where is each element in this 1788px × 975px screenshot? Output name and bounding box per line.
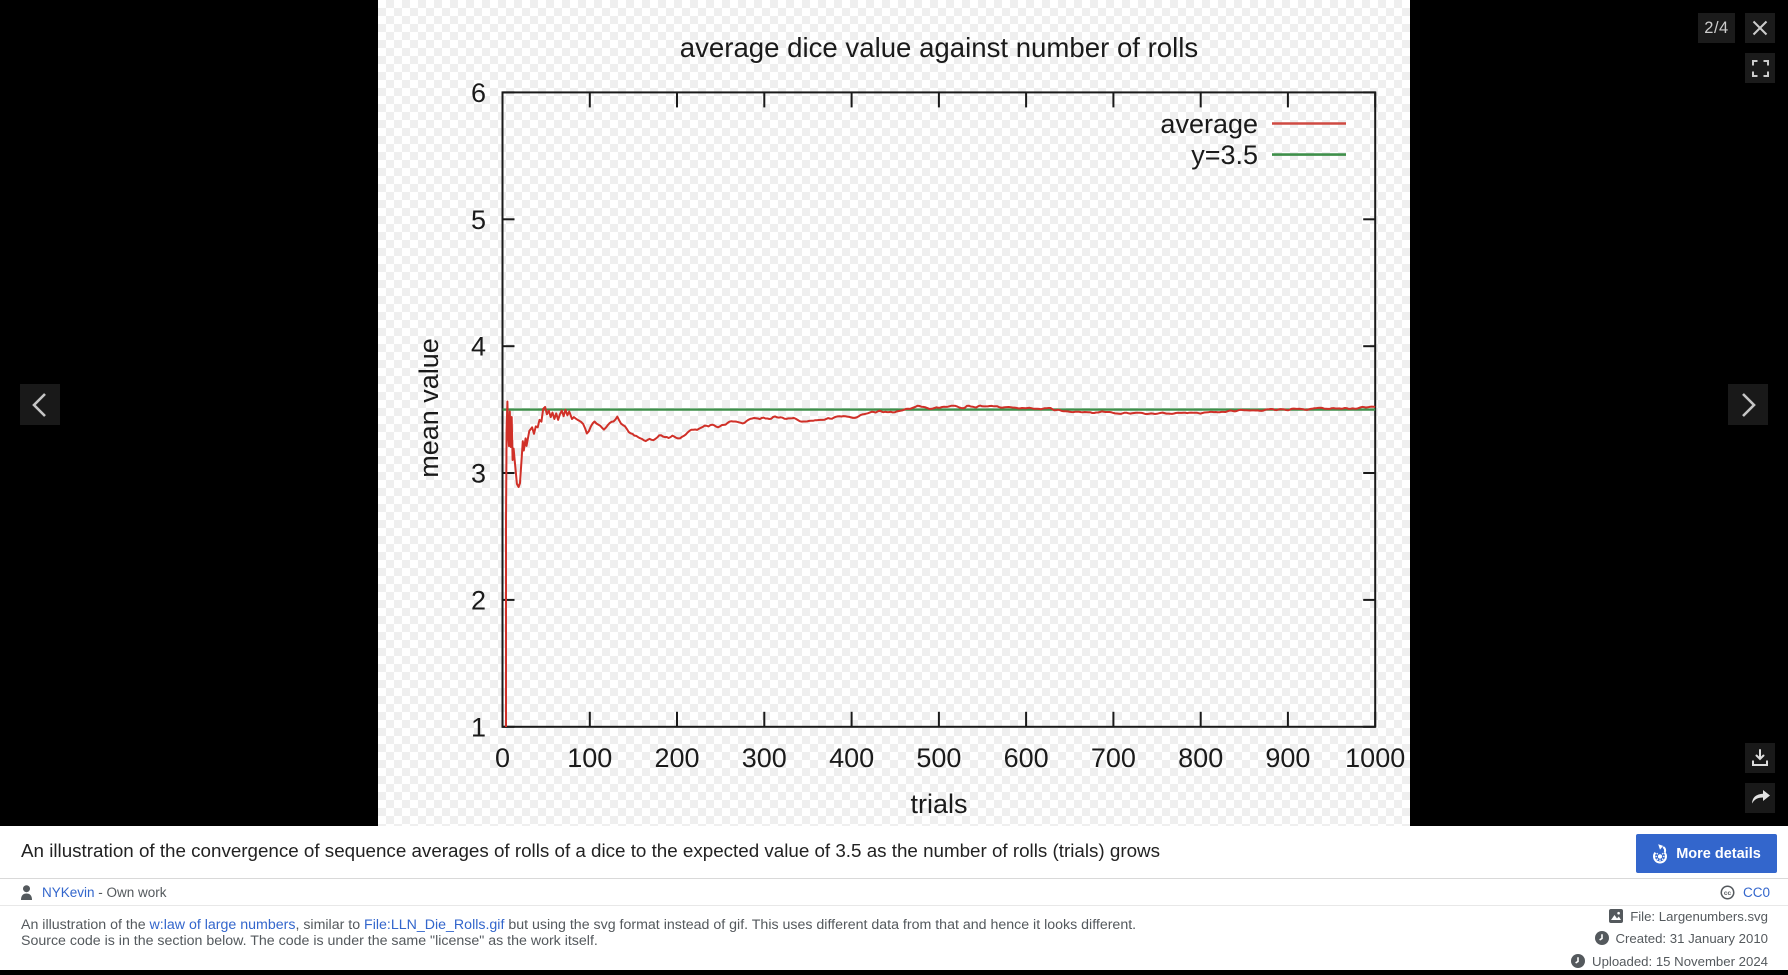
svg-text:1: 1 [471, 712, 486, 742]
svg-text:y=3.5: y=3.5 [1191, 140, 1258, 170]
svg-text:900: 900 [1265, 743, 1310, 773]
svg-text:400: 400 [829, 743, 874, 773]
svg-text:6: 6 [471, 78, 486, 108]
svg-text:average dice value against num: average dice value against number of rol… [680, 32, 1198, 63]
svg-text:100: 100 [567, 743, 612, 773]
svg-text:600: 600 [1004, 743, 1049, 773]
svg-text:cc: cc [1724, 890, 1732, 897]
svg-text:average: average [1160, 109, 1258, 139]
svg-text:3: 3 [471, 459, 486, 489]
svg-text:300: 300 [742, 743, 787, 773]
svg-text:1000: 1000 [1345, 743, 1405, 773]
svg-text:4: 4 [471, 332, 486, 362]
svg-text:5: 5 [471, 205, 486, 235]
svg-text:mean value: mean value [414, 338, 444, 478]
svg-text:trials: trials [910, 789, 967, 819]
svg-text:0: 0 [495, 743, 510, 773]
svg-text:2: 2 [471, 585, 486, 615]
svg-text:500: 500 [916, 743, 961, 773]
svg-text:800: 800 [1178, 743, 1223, 773]
svg-text:700: 700 [1091, 743, 1136, 773]
svg-text:200: 200 [654, 743, 699, 773]
